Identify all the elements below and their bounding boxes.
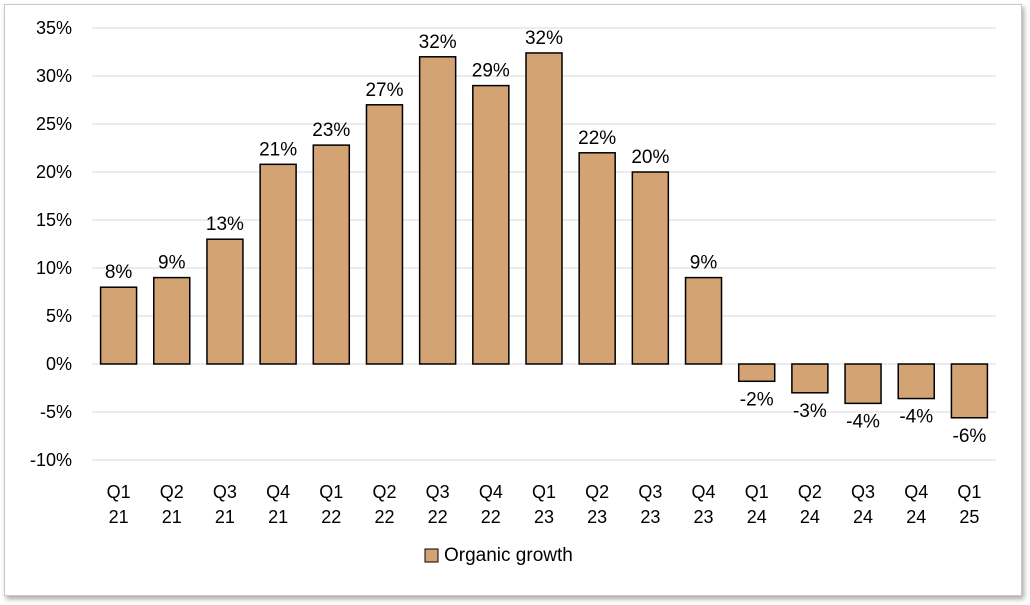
bar — [791, 363, 829, 394]
bar — [365, 104, 404, 365]
data-labels: 8% 9%13%21%23%27%32%29%32%22%20%9%-2%-3%-… — [105, 28, 987, 447]
x-axis-labels: Q1 21 Q2 21 Q3 21 Q4 21 Q1 22 Q2 22 Q3 22 Q4 22 Q1 23 Q2 23… — [107, 482, 982, 527]
y-tick-label: -10% — [30, 450, 72, 470]
bar — [153, 276, 191, 365]
data-label: 13% — [206, 214, 244, 235]
data-label: 32% — [419, 32, 457, 53]
bar — [844, 363, 882, 405]
x-tick-label: Q3 24 — [851, 482, 875, 527]
bar — [472, 84, 510, 365]
data-label: 9% — [690, 253, 718, 274]
legend-label: Organic growth — [444, 545, 573, 566]
data-label: 29% — [472, 61, 510, 82]
x-tick-label: Q2 21 — [160, 482, 184, 527]
y-tick-label: 35% — [36, 18, 72, 38]
x-tick-label: Q1 23 — [532, 482, 556, 527]
data-label: 20% — [631, 147, 669, 168]
x-tick-label: Q2 24 — [798, 482, 822, 527]
x-tick-label: Q4 23 — [692, 482, 716, 527]
legend-swatch — [424, 548, 439, 563]
y-tick-label: 5% — [46, 306, 72, 326]
y-axis-ticks: 35% 30% 25% 20% 15% 10% 5% 0% -5% -10% — [30, 18, 72, 470]
bar — [312, 144, 351, 365]
y-tick-label: 20% — [36, 162, 72, 182]
x-tick-label: Q4 22 — [479, 482, 503, 527]
bar — [99, 286, 138, 365]
y-tick-label: -5% — [40, 402, 72, 422]
x-tick-label: Q3 22 — [426, 482, 450, 527]
bar — [578, 152, 616, 365]
data-label: 22% — [578, 128, 616, 149]
bar — [206, 238, 244, 365]
bar — [525, 52, 563, 365]
y-tick-label: 10% — [36, 258, 72, 278]
data-label: -2% — [740, 389, 774, 410]
grid-lines — [92, 27, 996, 461]
y-tick-label: 15% — [36, 210, 72, 230]
x-tick-label: Q1 24 — [745, 482, 769, 527]
data-label: 21% — [259, 139, 297, 160]
y-tick-label: 0% — [46, 354, 72, 374]
data-label: 27% — [365, 80, 403, 101]
bar — [259, 163, 297, 365]
data-label: -4% — [846, 411, 880, 432]
bars — [99, 52, 989, 419]
legend: Organic growth — [424, 545, 573, 566]
bar — [418, 56, 457, 365]
x-tick-label: Q4 24 — [904, 482, 928, 527]
x-tick-label: Q2 23 — [585, 482, 609, 527]
data-label: -3% — [793, 401, 827, 422]
x-tick-label: Q3 23 — [638, 482, 662, 527]
bar — [737, 363, 776, 383]
data-label: 32% — [525, 28, 563, 49]
x-tick-label: Q2 22 — [372, 482, 396, 527]
data-label: 9% — [158, 253, 186, 274]
bar — [684, 276, 723, 365]
data-label: -6% — [953, 426, 987, 447]
x-tick-label: Q1 21 — [107, 482, 131, 527]
data-label: 23% — [312, 120, 350, 141]
x-tick-label: Q1 25 — [957, 482, 981, 527]
bar — [950, 363, 989, 419]
x-tick-label: Q1 22 — [319, 482, 343, 527]
y-tick-label: 25% — [36, 114, 72, 134]
y-tick-label: 30% — [36, 66, 72, 86]
data-label: -4% — [899, 407, 933, 428]
bar — [631, 171, 670, 365]
x-tick-label: Q4 21 — [266, 482, 290, 527]
data-label: 8% — [105, 262, 133, 283]
bar — [897, 363, 935, 400]
x-tick-label: Q3 21 — [213, 482, 237, 527]
